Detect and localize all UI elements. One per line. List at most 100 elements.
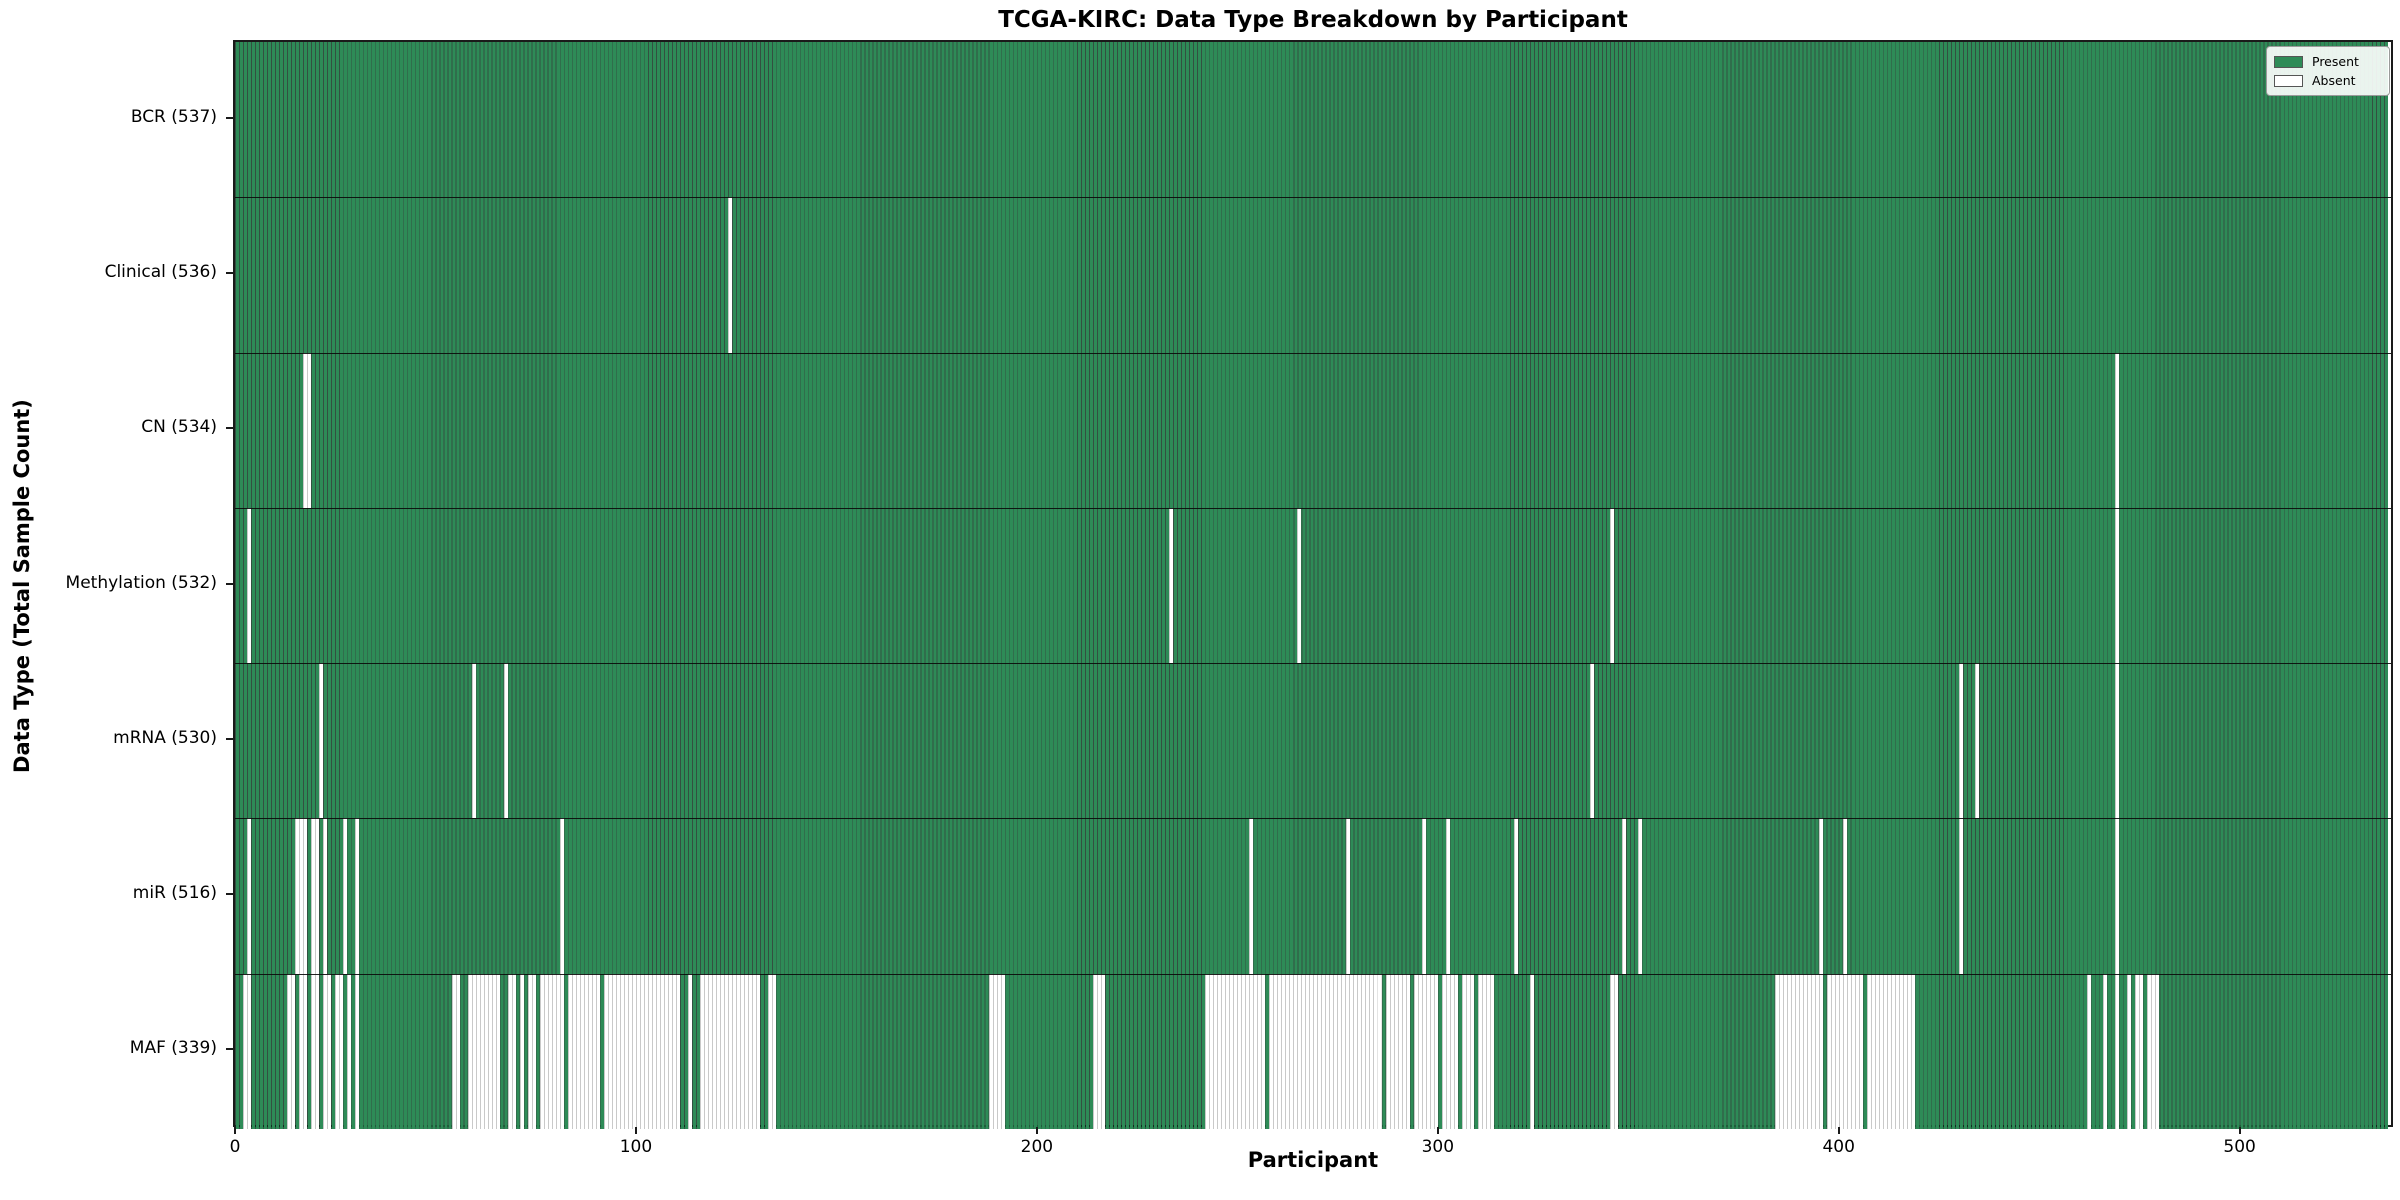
absent-gap (1477, 973, 1494, 1129)
x-tick-label-200: 200 (1020, 1137, 1054, 1157)
absent-gap (539, 973, 564, 1129)
absent-gap (343, 818, 348, 974)
row-separator (235, 973, 2391, 975)
y-tick-label-mrna: mRNA (530) (113, 727, 217, 748)
present-bars-methylation (235, 507, 2388, 664)
absent-gap (247, 818, 252, 974)
absent-gap (1818, 818, 1823, 974)
absent-gap (1774, 973, 1823, 1129)
legend-entry-present: Present (2274, 52, 2382, 71)
absent-gap (2115, 352, 2120, 508)
absent-gap (1530, 973, 1534, 1129)
plot-area (233, 40, 2393, 1129)
absent-gap (1205, 973, 1266, 1129)
row-bcr (235, 42, 2391, 198)
absent-gap (295, 818, 300, 974)
absent-gap (2087, 973, 2092, 1129)
row-separator (235, 507, 2391, 509)
absent-gap (299, 818, 304, 974)
absent-gap (559, 818, 564, 974)
absent-gap (2103, 973, 2108, 1129)
absent-gap (1445, 818, 1450, 974)
row-mrna (235, 663, 2391, 819)
absent-gap (1297, 507, 1302, 664)
y-tick (226, 1048, 233, 1051)
absent-gap (1461, 973, 1474, 1129)
absent-gap (2115, 663, 2120, 819)
x-tick-label-500: 500 (2223, 1137, 2256, 1157)
y-tick-label-mir: miR (516) (132, 883, 217, 904)
present-bars-cn (235, 352, 2388, 508)
legend-label: Present (2312, 54, 2359, 69)
absent-gap (527, 973, 536, 1129)
absent-gap (303, 818, 308, 974)
absent-gap (768, 973, 777, 1129)
y-tick (226, 427, 233, 430)
legend-label: Absent (2312, 73, 2356, 88)
y-tick (226, 271, 233, 274)
legend-swatch-present (2274, 55, 2303, 68)
y-tick-label-bcr: BCR (537) (130, 106, 217, 127)
absent-gap (567, 973, 600, 1129)
present-bars-bcr (235, 42, 2388, 198)
legend: Present Absent (2266, 46, 2390, 96)
row-separator (235, 352, 2391, 354)
present-bars-mir (235, 818, 2388, 974)
absent-gap (303, 352, 312, 508)
absent-gap (1421, 818, 1426, 974)
y-tick-label-maf: MAF (339) (129, 1038, 217, 1059)
absent-gap (243, 973, 252, 1129)
absent-gap (728, 197, 733, 353)
absent-gap (2135, 973, 2144, 1129)
absent-gap (2147, 973, 2160, 1129)
x-tick (634, 1127, 637, 1134)
y-tick-label-methylation: Methylation (532) (65, 572, 217, 593)
absent-gap (311, 973, 320, 1129)
absent-gap (311, 818, 316, 974)
y-tick-label-cn: CN (534) (141, 417, 217, 438)
present-bars-maf (235, 973, 2388, 1129)
row-mir (235, 818, 2391, 974)
absent-gap (467, 973, 500, 1129)
absent-gap (247, 507, 252, 664)
x-axis-label: Participant (1247, 1148, 1379, 1172)
absent-gap (603, 973, 644, 1129)
row-separator (235, 663, 2391, 665)
y-tick-label-clinical: Clinical (536) (104, 261, 217, 282)
absent-gap (1513, 818, 1518, 974)
absent-gap (2115, 507, 2120, 664)
absent-gap (315, 818, 320, 974)
absent-gap (2115, 818, 2120, 974)
y-tick (226, 116, 233, 119)
absent-gap (688, 973, 693, 1129)
absent-gap (1622, 818, 1627, 974)
x-tick (1035, 1127, 1038, 1134)
absent-gap (643, 973, 681, 1129)
absent-gap (700, 973, 761, 1129)
x-tick (1837, 1127, 1840, 1134)
absent-gap (1249, 818, 1254, 974)
absent-gap (1610, 507, 1615, 664)
row-methylation (235, 507, 2391, 664)
x-tick (1436, 1127, 1439, 1134)
legend-swatch-absent (2274, 74, 2303, 87)
absent-gap (503, 663, 508, 819)
absent-gap (519, 973, 524, 1129)
absent-gap (355, 973, 360, 1129)
absent-gap (1975, 663, 1980, 819)
y-tick (226, 737, 233, 740)
absent-gap (287, 973, 296, 1129)
x-tick-label-400: 400 (1822, 1137, 1855, 1157)
absent-gap (1610, 973, 1619, 1129)
x-tick-label-300: 300 (1421, 1137, 1455, 1157)
absent-gap (323, 973, 332, 1129)
absent-gap (355, 818, 360, 974)
absent-gap (335, 973, 344, 1129)
absent-gap (1441, 973, 1458, 1129)
absent-gap (323, 818, 328, 974)
absent-gap (347, 973, 352, 1129)
absent-gap (1092, 973, 1105, 1129)
x-tick-label-100: 100 (619, 1137, 653, 1157)
row-separator (235, 818, 2391, 820)
